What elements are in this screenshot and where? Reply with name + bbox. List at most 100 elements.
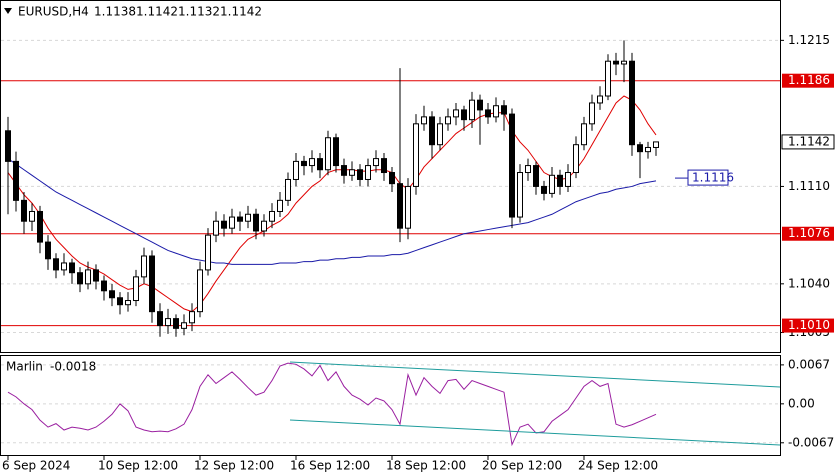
- y-tick-label: 1.1110: [788, 179, 830, 193]
- candle-body: [181, 322, 187, 329]
- candle-body: [109, 290, 115, 299]
- menu-triangle[interactable]: [4, 8, 12, 14]
- plot-layer: 1.12151.11101.10401.10050.00670.00-0.006…: [1, 33, 835, 473]
- candle-body: [157, 311, 163, 327]
- candle-body: [293, 160, 299, 180]
- moving-average: [7, 95, 657, 313]
- y-tick-label: 1.1040: [788, 276, 830, 290]
- level-label-box: [782, 226, 834, 241]
- candle-body: [117, 297, 123, 306]
- candle-body: [357, 169, 363, 180]
- candle-body: [29, 210, 35, 222]
- candle-body: [149, 255, 155, 313]
- x-tick-label: 12 Sep 12:00: [194, 459, 274, 473]
- candle-body: [5, 130, 11, 162]
- candle-body: [269, 210, 275, 222]
- candle-body: [629, 60, 635, 146]
- candle-body: [453, 109, 459, 118]
- candle-body: [381, 158, 387, 174]
- candle-body: [493, 105, 499, 118]
- candle-body: [45, 241, 51, 260]
- candle-body: [245, 213, 251, 222]
- candle-body: [501, 105, 507, 115]
- candle-body: [397, 183, 403, 229]
- candle-body: [197, 269, 203, 313]
- candle-body: [341, 165, 347, 176]
- candle-body: [325, 137, 331, 171]
- candle-body: [645, 146, 651, 153]
- candle-body: [237, 216, 243, 222]
- candle-body: [365, 165, 371, 180]
- candle-body: [85, 269, 91, 285]
- level-label: 1.1076: [788, 226, 830, 240]
- candle-body: [509, 113, 515, 218]
- open-value: 1.1138: [94, 5, 136, 19]
- level-label-box: [782, 318, 834, 333]
- candle-body: [517, 172, 523, 218]
- candle-body: [21, 199, 27, 222]
- last-price-label: 1.1142: [788, 134, 830, 148]
- candle-body: [621, 60, 627, 65]
- candle-body: [37, 210, 43, 243]
- level-label: 1.1010: [788, 318, 830, 332]
- candle-body: [421, 116, 427, 125]
- x-tick-label: 24 Sep 12:00: [578, 459, 658, 473]
- x-tick-label: 16 Sep 12:00: [290, 459, 370, 473]
- candle-body: [93, 269, 99, 282]
- high-value: 1.1142: [136, 5, 178, 19]
- candle-body: [405, 185, 411, 229]
- candle-body: [565, 172, 571, 187]
- x-tick-label: 18 Sep 12:00: [386, 459, 466, 473]
- candle-body: [229, 216, 235, 229]
- trend-line: [289, 419, 781, 446]
- candle-body: [461, 109, 467, 121]
- x-tick-label: 10 Sep 12:00: [98, 459, 178, 473]
- candle-body: [53, 258, 59, 271]
- x-tick-label: 6 Sep 2024: [2, 459, 70, 473]
- main-panel-frame: [0, 0, 781, 353]
- candle-body: [333, 137, 339, 167]
- candle-body: [309, 158, 315, 167]
- candle-body: [253, 213, 259, 232]
- candle-body: [413, 123, 419, 187]
- candle-body: [557, 174, 563, 187]
- candle-body: [533, 165, 539, 187]
- candle-body: [445, 116, 451, 125]
- x-tick-label: 20 Sep 12:00: [482, 459, 562, 473]
- candle-body: [525, 165, 531, 174]
- symbol: EURUSD,H4: [18, 5, 89, 19]
- candle-body: [173, 318, 179, 329]
- indicator-panel-frame: [0, 355, 781, 456]
- level-label: 1.1186: [788, 73, 830, 87]
- candle-body: [317, 158, 323, 171]
- candle-body: [581, 123, 587, 146]
- candle-body: [485, 109, 491, 118]
- candle-body: [277, 199, 283, 212]
- trend-line: [289, 361, 781, 388]
- candle-body: [61, 262, 67, 271]
- candle-body: [13, 160, 19, 201]
- y-tick-label: 1.1215: [788, 33, 830, 47]
- candle-body: [133, 276, 139, 302]
- candle-body: [285, 178, 291, 201]
- last-price-box: [781, 134, 835, 150]
- candle-body: [597, 95, 603, 104]
- candle-body: [477, 99, 483, 111]
- candle-body: [349, 169, 355, 176]
- candle-body: [437, 123, 443, 146]
- candle-body: [205, 234, 211, 271]
- candle-body: [605, 60, 611, 97]
- candle-body: [541, 185, 547, 194]
- candle-body: [653, 141, 659, 148]
- candle-body: [301, 160, 307, 167]
- candle-body: [69, 262, 75, 274]
- indicator-name: Marlin: [6, 360, 43, 374]
- ma-callout-box: [687, 169, 729, 186]
- candle-body: [429, 116, 435, 146]
- candle-body: [469, 99, 475, 121]
- indicator-tick-label: 0.0067: [788, 357, 830, 371]
- ma-callout-label: 1.1116: [692, 171, 734, 185]
- moving-average: [7, 158, 657, 265]
- candle-body: [261, 220, 267, 232]
